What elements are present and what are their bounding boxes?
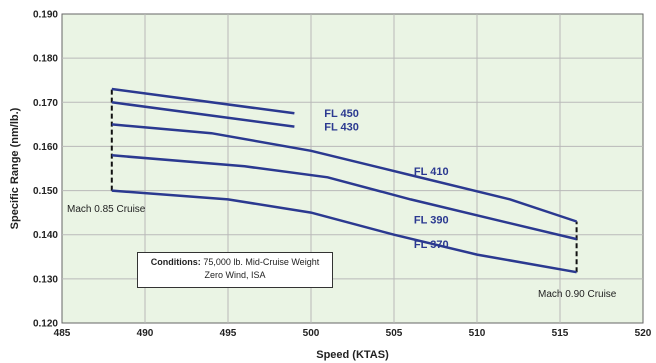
mach-090-label: Mach 0.90 Cruise [538,289,617,300]
series-label-fl-430: FL 430 [324,122,359,134]
y-tick-label: 0.160 [33,142,58,153]
series-label-fl-370: FL 370 [414,239,449,251]
x-tick-label: 500 [303,328,320,339]
mach-085-label: Mach 0.85 Cruise [67,204,146,215]
x-axis-title: Speed (KTAS) [316,349,389,361]
conditions-label: Conditions: [150,257,201,267]
x-tick-label: 485 [54,328,71,339]
conditions-line1: 75,000 lb. Mid-Cruise Weight [203,257,320,267]
y-tick-label: 0.130 [33,274,58,285]
y-tick-label: 0.150 [33,186,58,197]
x-tick-label: 490 [137,328,154,339]
series-lines [111,87,577,274]
series-line-fl-450 [111,87,295,115]
x-tick-labels: 485 490 495 500 505 510 515 520 [54,328,652,339]
series-line-fl-410 [111,123,577,223]
y-tick-label: 0.180 [33,54,58,65]
series-line-fl-390 [111,154,577,241]
y-tick-labels: 0.120 0.130 0.140 0.150 0.160 0.170 0.180 0.190 [33,10,58,330]
mach-cruise-lines [110,89,578,273]
series-labels: FL 450 FL 430 FL 410 FL 390 FL 370 [324,108,448,251]
series-line-fl-430 [111,101,295,128]
x-tick-label: 495 [220,328,237,339]
x-tick-label: 515 [552,328,569,339]
series-label-fl-390: FL 390 [414,215,449,227]
x-tick-label: 510 [469,328,486,339]
x-tick-label: 520 [635,328,652,339]
y-tick-label: 0.140 [33,230,58,241]
series-line-fl-370 [111,189,577,274]
y-tick-label: 0.170 [33,98,58,109]
x-tick-label: 505 [386,328,403,339]
y-tick-label: 0.120 [33,319,58,330]
y-axis-title: Specific Range (nm/lb.) [9,107,21,229]
series-label-fl-450: FL 450 [324,108,359,120]
series-label-fl-410: FL 410 [414,166,449,178]
conditions-line2: Zero Wind, ISA [204,270,266,280]
y-tick-label: 0.190 [33,10,58,21]
conditions-box: Conditions: 75,000 lb. Mid-Cruise Weight… [137,252,333,288]
